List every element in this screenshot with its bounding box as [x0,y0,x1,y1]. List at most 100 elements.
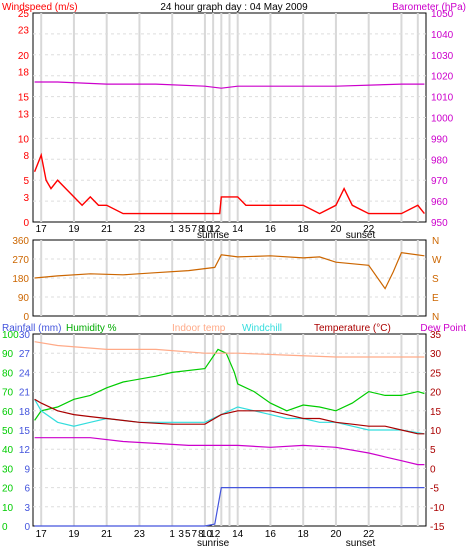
wind-tick-label-5: 13 [18,109,30,120]
baro-tick-label-5: 1000 [431,114,454,125]
temperature-line [34,398,425,435]
rain-tick-label-2: 6 [24,484,30,495]
baro-tick-label-8: 1030 [431,51,454,62]
x-tick-label-top-9: 10 [201,224,213,235]
rain-tick-label-7: 21 [19,388,31,399]
temp-tick-label-5: 10 [430,426,442,437]
x-tick-label-bottom-10: 12 [209,529,221,540]
baro-tick-label-9: 1040 [431,30,454,41]
direction-tick-label-0: 0 [23,312,29,323]
baro-tick-label-1: 960 [431,197,448,208]
wind-tick-label-0: 0 [23,218,29,229]
x-tick-label-top-3: 23 [134,224,146,235]
humidity-tick-label-4: 40 [2,445,14,456]
dewpoint-line [34,437,425,466]
rain-tick-label-10: 30 [19,330,31,341]
humidity-tick-label-7: 70 [2,388,14,399]
temp-tick-label-2: -5 [430,484,439,495]
x-tick-label-bottom-3: 23 [134,529,146,540]
chart-title: 24 hour graph day : 04 May 2009 [160,2,308,13]
temp-tick-label-7: 20 [430,388,442,399]
x-tick-label-top-2: 21 [101,224,113,235]
x-tick-label-top-8: 8 [198,224,204,235]
sunrise-label-bottom: sunrise [197,538,230,549]
x-tick-label-bottom-1: 19 [68,529,80,540]
humidity-line [34,348,425,421]
windspeed-axis-label: Windspeed (m/s) [2,2,78,13]
humidity-tick-label-5: 50 [2,426,14,437]
humidity-axis-label: Humidity % [66,323,117,334]
direction-tick-label-3: 270 [12,255,29,266]
temp-tick-label-3: 0 [430,464,436,475]
compass-tick-label-2: S [432,274,439,285]
humidity-tick-label-0: 0 [2,522,8,533]
grid-layer [33,13,426,526]
direction-tick-label-2: 180 [12,274,29,285]
windchill-legend: Windchill [242,323,282,334]
wind-tick-label-2: 5 [23,176,29,187]
rain-tick-label-9: 27 [19,349,31,360]
humidity-tick-label-8: 80 [2,368,14,379]
baro-tick-label-6: 1010 [431,93,454,104]
rain-tick-label-1: 3 [24,503,30,514]
x-tick-label-top-11: 14 [232,224,244,235]
temp-tick-label-10: 35 [430,330,442,341]
dewpoint-legend: Dew Point [420,323,466,334]
compass-tick-label-1: E [432,293,439,304]
temp-tick-label-4: 5 [430,445,436,456]
x-tick-label-top-5: 3 [178,224,184,235]
wind-tick-label-3: 8 [23,151,29,162]
temp-tick-label-0: -15 [430,522,445,533]
rain-tick-label-6: 18 [19,407,31,418]
sunrise-label-top: sunrise [197,230,230,241]
wind-tick-label-7: 18 [18,68,30,79]
rain-tick-label-5: 15 [19,426,31,437]
baro-tick-label-3: 980 [431,155,448,166]
sunset-label-bottom: sunset [346,538,376,549]
rainfall-axis-label: Rainfall (mm) [2,323,61,334]
rain-tick-label-8: 24 [19,368,31,379]
x-tick-label-bottom-15: 22 [363,529,375,540]
windchill-line [34,399,425,435]
x-tick-label-bottom-12: 16 [265,529,277,540]
x-tick-label-bottom-4: 1 [169,529,175,540]
x-tick-label-bottom-14: 20 [330,529,342,540]
rainfall-line [34,487,425,527]
baro-tick-label-10: 1050 [431,9,454,20]
humidity-tick-label-1: 10 [2,503,14,514]
axes-layer: 0358101315182023259509609709809901000101… [2,9,454,549]
x-tick-label-bottom-9: 10 [201,529,213,540]
x-tick-label-top-13: 18 [298,224,310,235]
temperature-axis-label: Temperature (°C) [314,323,391,334]
x-tick-label-bottom-0: 17 [36,529,48,540]
x-tick-label-bottom-6: 5 [185,529,191,540]
wind-tick-label-9: 23 [18,26,30,37]
wind-tick-label-6: 15 [18,93,30,104]
temp-tick-label-9: 30 [430,349,442,360]
humidity-tick-label-9: 90 [2,349,14,360]
x-tick-label-bottom-13: 18 [298,529,310,540]
wind-tick-label-8: 20 [18,51,30,62]
x-tick-label-bottom-11: 14 [232,529,244,540]
x-tick-label-bottom-8: 8 [198,529,204,540]
temp-tick-label-8: 25 [430,368,442,379]
compass-tick-label-3: W [432,255,442,266]
humidity-tick-label-2: 20 [2,484,14,495]
baro-tick-label-2: 970 [431,176,448,187]
baro-tick-label-0: 950 [431,218,448,229]
wind-direction-line [34,252,425,290]
humidity-tick-label-3: 30 [2,464,14,475]
x-tick-label-top-4: 1 [169,224,175,235]
baro-tick-label-4: 990 [431,134,448,145]
compass-tick-label-4: N [432,236,439,247]
rain-tick-label-0: 0 [24,522,30,533]
direction-tick-label-1: 90 [18,293,30,304]
temp-tick-label-6: 15 [430,407,442,418]
wind-tick-label-4: 10 [18,134,30,145]
x-tick-label-top-6: 5 [185,224,191,235]
x-tick-label-top-0: 17 [36,224,48,235]
series-layer [33,81,425,527]
humidity-tick-label-10: 100 [2,330,19,341]
x-tick-label-top-12: 16 [265,224,277,235]
